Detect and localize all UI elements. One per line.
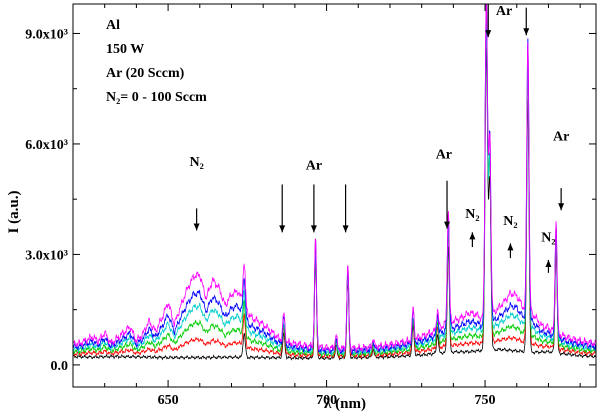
spectrum-series-line: [73, 10, 596, 360]
arrow-head: [444, 221, 451, 229]
plot-area: 650 700 750 0.0 3.0x10³ 6.0x10³ 9.0x10³: [25, 3, 597, 408]
arrow-head: [558, 203, 565, 211]
y-tick-label: 6.0x10³: [25, 138, 68, 153]
legend-line-ar-flow: Ar (20 Sccm): [106, 66, 185, 81]
arrow-head: [523, 28, 530, 36]
annotations: N₂ Ar Ar N₂ Ar N₂ N₂ Ar: [189, 4, 569, 273]
peak-label: N₂: [465, 207, 479, 222]
spectrum-series-line: [73, 4, 596, 353]
spectrum-series-line: [73, 47, 596, 361]
peak-label: N₂: [541, 231, 555, 246]
legend-line-power: 150 W: [106, 42, 144, 57]
y-tick-label: 0.0: [51, 359, 69, 374]
x-tick-label: 750: [475, 393, 496, 408]
spectrum-lines: [73, 4, 596, 361]
plot-frame: [72, 3, 597, 388]
x-tick-label: 650: [158, 393, 179, 408]
peak-label: N₂: [503, 214, 517, 229]
y-tick-label: 9.0x10³: [25, 27, 68, 42]
peak-label: Ar: [436, 148, 452, 163]
peak-label: Ar: [306, 159, 322, 174]
arrow-head: [279, 225, 286, 233]
x-tick-label: 700: [316, 393, 337, 408]
peak-label: N₂: [189, 155, 203, 170]
peak-label: Ar: [496, 4, 512, 19]
peak-label: Ar: [553, 129, 569, 144]
spectrum-series-line: [73, 15, 596, 358]
y-axis-title: I (a.u.): [6, 191, 22, 234]
legend: Al 150 W Ar (20 Sccm) N₂= 0 - 100 Sccm: [106, 18, 207, 105]
y-tick-label: 3.0x10³: [25, 248, 68, 263]
arrow-head: [342, 225, 349, 233]
legend-line-n2-flow: N₂= 0 - 100 Sccm: [106, 90, 207, 105]
arrow-head: [507, 243, 514, 251]
arrow-head: [310, 225, 317, 233]
x-axis-title: λ (nm): [324, 396, 366, 412]
arrow-head: [469, 232, 476, 240]
arrow-head: [545, 259, 552, 267]
arrow-head: [485, 30, 492, 38]
spectrum-series-line: [73, 4, 596, 356]
arrow-head: [193, 223, 200, 231]
legend-line-material: Al: [106, 18, 120, 33]
